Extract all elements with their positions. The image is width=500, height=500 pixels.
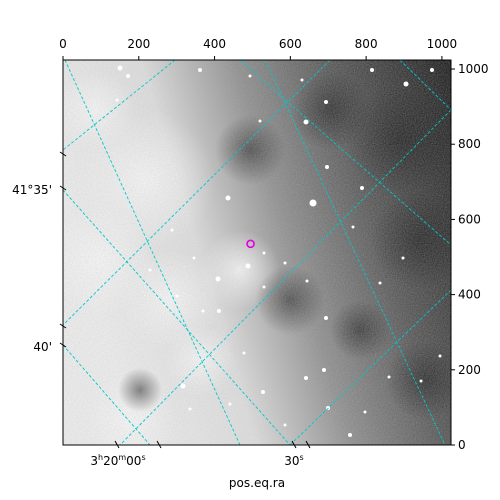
coordinate-grid	[63, 60, 451, 445]
stars-layer	[115, 65, 442, 437]
right-tick-label-2: 200	[458, 363, 481, 377]
star	[403, 81, 409, 87]
star	[261, 390, 265, 394]
star	[201, 309, 205, 313]
star	[300, 78, 304, 82]
star	[360, 186, 364, 190]
right-tick-label-1: 0	[458, 438, 466, 452]
star	[115, 98, 119, 102]
star	[217, 309, 221, 313]
star	[245, 263, 251, 269]
star	[258, 119, 262, 123]
star	[148, 268, 152, 272]
star	[248, 74, 252, 78]
grid-line	[264, 60, 446, 445]
left-tick-label-2: 40'	[33, 340, 52, 354]
star	[351, 225, 355, 229]
star	[363, 410, 367, 414]
star	[198, 68, 202, 72]
star	[188, 407, 192, 411]
star	[305, 279, 309, 283]
star	[378, 281, 382, 285]
sky-image	[63, 60, 451, 445]
grid-line	[63, 344, 151, 445]
x-axis-label: pos.eq.ra	[229, 476, 285, 490]
grid-line	[63, 60, 331, 326]
bottom-axis: 3h20m00s 30s	[90, 440, 311, 468]
star	[242, 351, 246, 355]
star	[283, 423, 287, 427]
star	[322, 368, 326, 372]
star	[324, 100, 328, 104]
star	[283, 261, 287, 265]
right-tick-label-3: 400	[458, 288, 481, 302]
bottom-tick-label-2: 30s	[284, 453, 303, 468]
top-tick-label-5: 800	[355, 37, 378, 51]
star	[370, 68, 374, 72]
star	[387, 375, 391, 379]
grid-line	[289, 289, 451, 445]
star	[170, 228, 174, 232]
grid-line	[119, 109, 451, 445]
star	[117, 65, 123, 71]
star	[192, 256, 196, 260]
star	[262, 251, 266, 255]
star	[215, 276, 221, 282]
top-tick-label-1: 0	[59, 37, 67, 51]
star	[304, 376, 308, 380]
star	[348, 433, 352, 437]
star	[419, 379, 423, 383]
source-marker	[246, 239, 255, 249]
top-axis: 0 200 400 600 800 1000	[59, 37, 457, 60]
grid-line	[239, 60, 451, 246]
left-axis: 41°35' 40'	[12, 151, 67, 354]
right-tick-label-4: 600	[458, 212, 481, 226]
grid-line	[63, 60, 176, 151]
star	[228, 402, 232, 406]
star	[175, 294, 179, 298]
plot-frame	[62, 59, 452, 446]
star	[225, 195, 231, 201]
grid-line	[63, 189, 291, 445]
right-axis: 0 200 400 600 800 1000	[451, 62, 489, 452]
bottom-tick-label-1: 3h20m00s	[90, 453, 145, 468]
top-tick-label-2: 200	[127, 37, 150, 51]
star	[438, 354, 442, 358]
grid-line	[64, 60, 241, 445]
star	[303, 119, 309, 125]
grid-line	[399, 60, 451, 111]
right-tick-label-5: 800	[458, 137, 481, 151]
star	[309, 199, 317, 207]
star	[126, 74, 130, 78]
star	[430, 68, 434, 72]
left-tick-label-1: 41°35'	[12, 183, 52, 197]
top-tick-label-3: 400	[203, 37, 226, 51]
star	[401, 256, 405, 260]
right-tick-label-6: 1000	[458, 62, 489, 76]
star	[262, 285, 266, 289]
top-tick-label-4: 600	[279, 37, 302, 51]
star	[325, 165, 329, 169]
star	[324, 316, 328, 320]
star	[180, 383, 186, 389]
top-tick-label-6: 1000	[427, 37, 458, 51]
